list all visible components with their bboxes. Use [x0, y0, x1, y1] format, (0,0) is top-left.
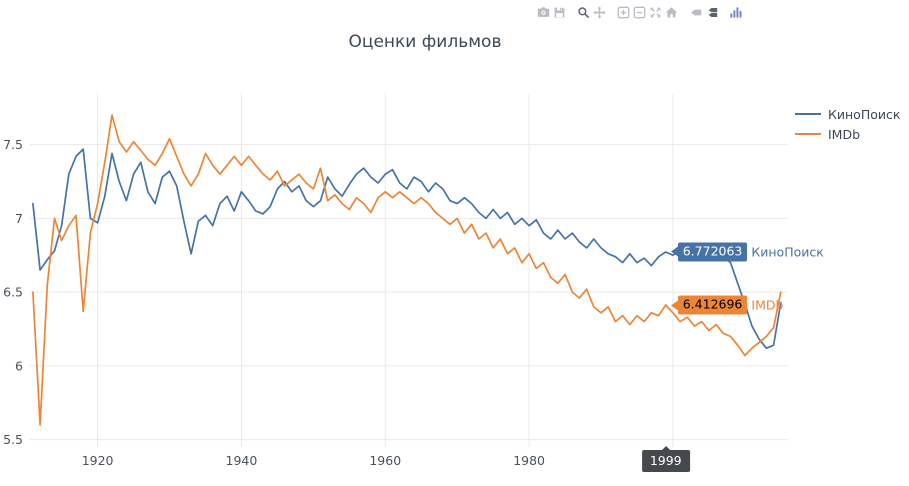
- hover-compare-icon[interactable]: [705, 6, 718, 19]
- autoscale-icon[interactable]: [649, 6, 662, 19]
- pan-icon[interactable]: [592, 5, 606, 19]
- modebar-group: [615, 6, 679, 19]
- legend-line-sample-imdb: [795, 133, 821, 135]
- y-tick-label: 7.5: [3, 137, 23, 152]
- legend-line-sample-kinopoisk: [795, 113, 821, 115]
- x-tick-label: 1940: [226, 453, 258, 468]
- y-tick-label: 7: [15, 211, 23, 226]
- legend-item-imdb[interactable]: IMDb: [795, 124, 900, 144]
- y-tick-label: 6.5: [3, 285, 23, 300]
- modebar-group: [575, 5, 607, 19]
- camera-icon[interactable]: [537, 6, 550, 19]
- series-line-kinopoisk[interactable]: [32, 148, 782, 350]
- modebar-group: [727, 6, 743, 19]
- series-line-imdb[interactable]: [32, 114, 782, 426]
- y-tick-label: 5.5: [3, 432, 23, 447]
- modebar-group: [687, 6, 719, 19]
- legend-label-kinopoisk: КиноПоиск: [828, 106, 901, 122]
- y-tick-label: 6: [15, 358, 23, 373]
- zoom-out-icon[interactable]: [633, 6, 646, 19]
- plotly-logo-icon[interactable]: [729, 6, 742, 19]
- chart-title: Оценки фильмов: [348, 32, 502, 52]
- hover-closest-icon[interactable]: [689, 6, 702, 19]
- legend: КиноПоиск IMDb: [795, 104, 900, 144]
- x-tick-label: 2000: [657, 453, 689, 468]
- save-icon[interactable]: [553, 6, 566, 19]
- zoom-icon[interactable]: [577, 6, 590, 19]
- zoom-in-icon[interactable]: [617, 6, 630, 19]
- reset-axes-icon[interactable]: [665, 6, 678, 19]
- legend-item-kinopoisk[interactable]: КиноПоиск: [795, 104, 900, 124]
- x-tick-label: 1960: [369, 453, 401, 468]
- modebar-group: [535, 6, 567, 19]
- x-tick-label: 1980: [513, 453, 545, 468]
- legend-label-imdb: IMDb: [828, 126, 861, 142]
- modebar: [527, 5, 743, 19]
- x-tick-label: 1920: [82, 453, 114, 468]
